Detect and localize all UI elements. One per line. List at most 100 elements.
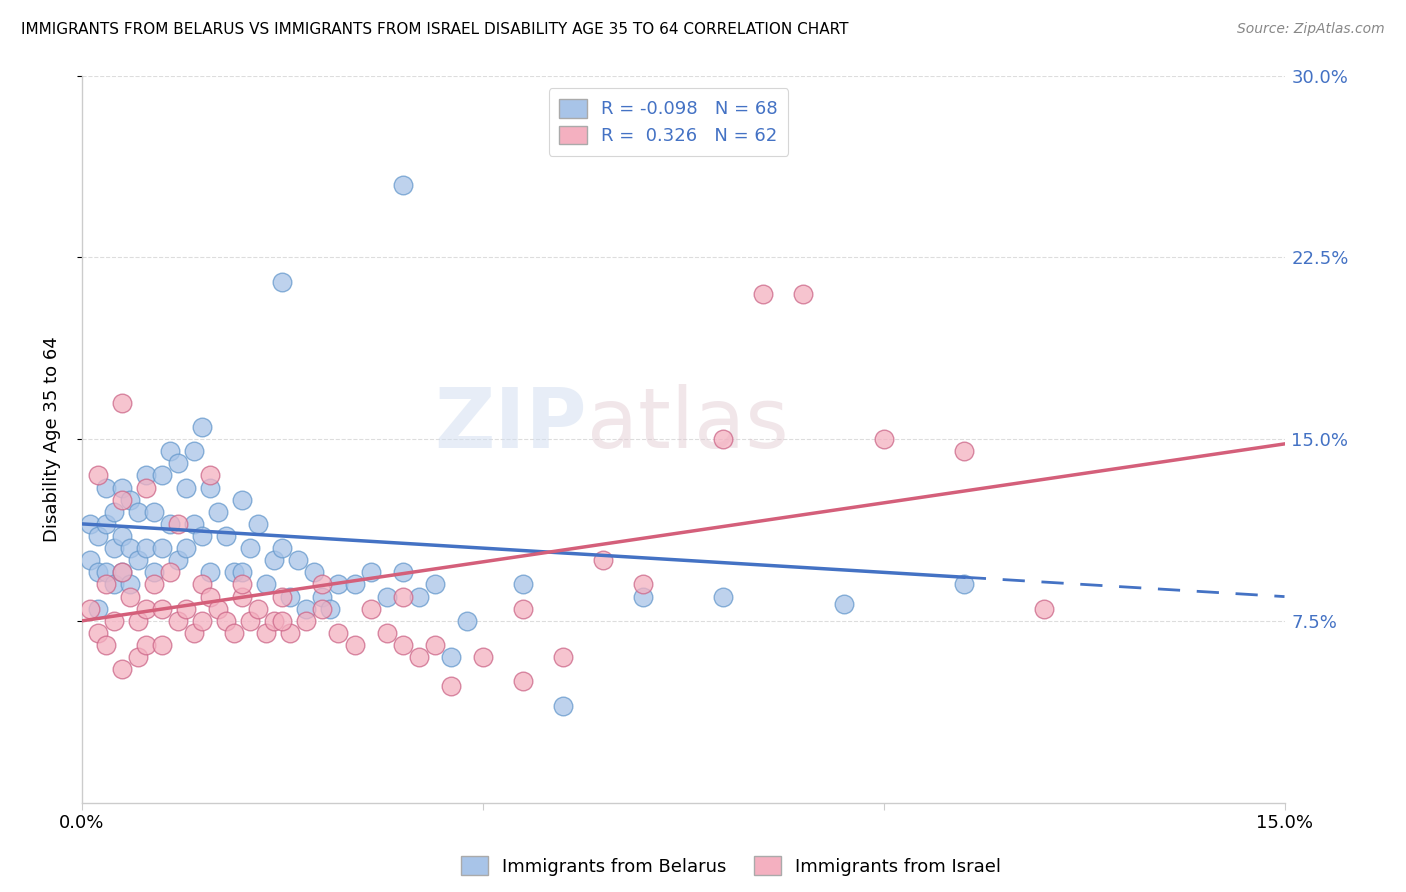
- Point: [295, 614, 318, 628]
- Point: [150, 468, 173, 483]
- Point: [103, 577, 125, 591]
- Point: [87, 626, 110, 640]
- Point: [111, 395, 134, 409]
- Point: [423, 577, 446, 591]
- Point: [135, 481, 157, 495]
- Point: [143, 577, 166, 591]
- Point: [135, 601, 157, 615]
- Point: [832, 597, 855, 611]
- Point: [174, 541, 197, 555]
- Point: [287, 553, 309, 567]
- Point: [120, 590, 142, 604]
- Point: [408, 590, 430, 604]
- Point: [224, 626, 246, 640]
- Point: [328, 577, 350, 591]
- Point: [512, 577, 534, 591]
- Point: [295, 601, 318, 615]
- Point: [271, 590, 294, 604]
- Point: [319, 601, 342, 615]
- Point: [103, 505, 125, 519]
- Point: [280, 590, 302, 604]
- Point: [471, 650, 494, 665]
- Point: [271, 275, 294, 289]
- Point: [280, 626, 302, 640]
- Point: [111, 529, 134, 543]
- Point: [311, 601, 333, 615]
- Point: [103, 541, 125, 555]
- Point: [143, 566, 166, 580]
- Point: [271, 614, 294, 628]
- Point: [872, 432, 894, 446]
- Point: [239, 541, 262, 555]
- Point: [143, 505, 166, 519]
- Point: [328, 626, 350, 640]
- Point: [174, 481, 197, 495]
- Point: [159, 444, 181, 458]
- Point: [231, 590, 253, 604]
- Point: [360, 601, 382, 615]
- Point: [191, 529, 214, 543]
- Point: [440, 650, 463, 665]
- Point: [200, 590, 222, 604]
- Point: [1033, 601, 1056, 615]
- Text: atlas: atlas: [588, 384, 789, 465]
- Point: [120, 492, 142, 507]
- Point: [111, 566, 134, 580]
- Point: [150, 601, 173, 615]
- Text: Source: ZipAtlas.com: Source: ZipAtlas.com: [1237, 22, 1385, 37]
- Point: [87, 601, 110, 615]
- Point: [391, 566, 413, 580]
- Point: [167, 614, 190, 628]
- Point: [231, 566, 253, 580]
- Point: [343, 638, 366, 652]
- Point: [271, 541, 294, 555]
- Point: [150, 638, 173, 652]
- Point: [127, 505, 149, 519]
- Point: [111, 566, 134, 580]
- Point: [135, 468, 157, 483]
- Point: [94, 577, 117, 591]
- Point: [239, 614, 262, 628]
- Point: [159, 566, 181, 580]
- Point: [79, 601, 101, 615]
- Point: [231, 577, 253, 591]
- Point: [311, 577, 333, 591]
- Point: [159, 516, 181, 531]
- Point: [631, 590, 654, 604]
- Text: ZIP: ZIP: [434, 384, 588, 465]
- Point: [224, 566, 246, 580]
- Legend: Immigrants from Belarus, Immigrants from Israel: Immigrants from Belarus, Immigrants from…: [454, 849, 1008, 883]
- Point: [512, 601, 534, 615]
- Point: [551, 698, 574, 713]
- Point: [423, 638, 446, 652]
- Point: [127, 650, 149, 665]
- Point: [456, 614, 478, 628]
- Point: [375, 590, 398, 604]
- Point: [311, 590, 333, 604]
- Point: [120, 577, 142, 591]
- Point: [263, 553, 285, 567]
- Point: [254, 626, 277, 640]
- Point: [200, 566, 222, 580]
- Point: [111, 662, 134, 676]
- Point: [183, 516, 205, 531]
- Point: [127, 553, 149, 567]
- Point: [103, 614, 125, 628]
- Point: [254, 577, 277, 591]
- Point: [512, 674, 534, 689]
- Point: [183, 626, 205, 640]
- Point: [191, 614, 214, 628]
- Point: [94, 516, 117, 531]
- Point: [150, 541, 173, 555]
- Point: [711, 432, 734, 446]
- Point: [391, 638, 413, 652]
- Point: [167, 553, 190, 567]
- Point: [183, 444, 205, 458]
- Point: [711, 590, 734, 604]
- Point: [375, 626, 398, 640]
- Point: [94, 638, 117, 652]
- Point: [127, 614, 149, 628]
- Point: [551, 650, 574, 665]
- Point: [200, 468, 222, 483]
- Point: [408, 650, 430, 665]
